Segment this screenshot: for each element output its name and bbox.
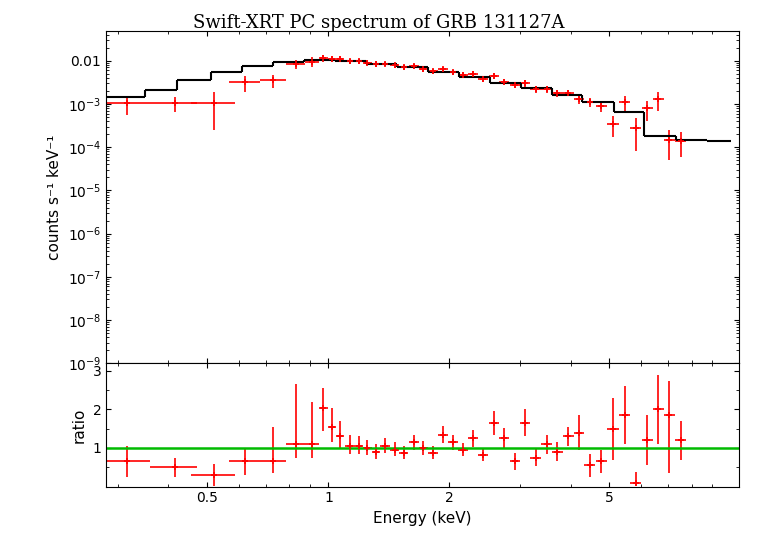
Text: Swift-XRT PC spectrum of GRB 131127A: Swift-XRT PC spectrum of GRB 131127A [193,14,565,32]
Y-axis label: counts s⁻¹ keV⁻¹: counts s⁻¹ keV⁻¹ [47,134,62,260]
X-axis label: Energy (keV): Energy (keV) [374,511,471,526]
Y-axis label: ratio: ratio [72,407,87,443]
